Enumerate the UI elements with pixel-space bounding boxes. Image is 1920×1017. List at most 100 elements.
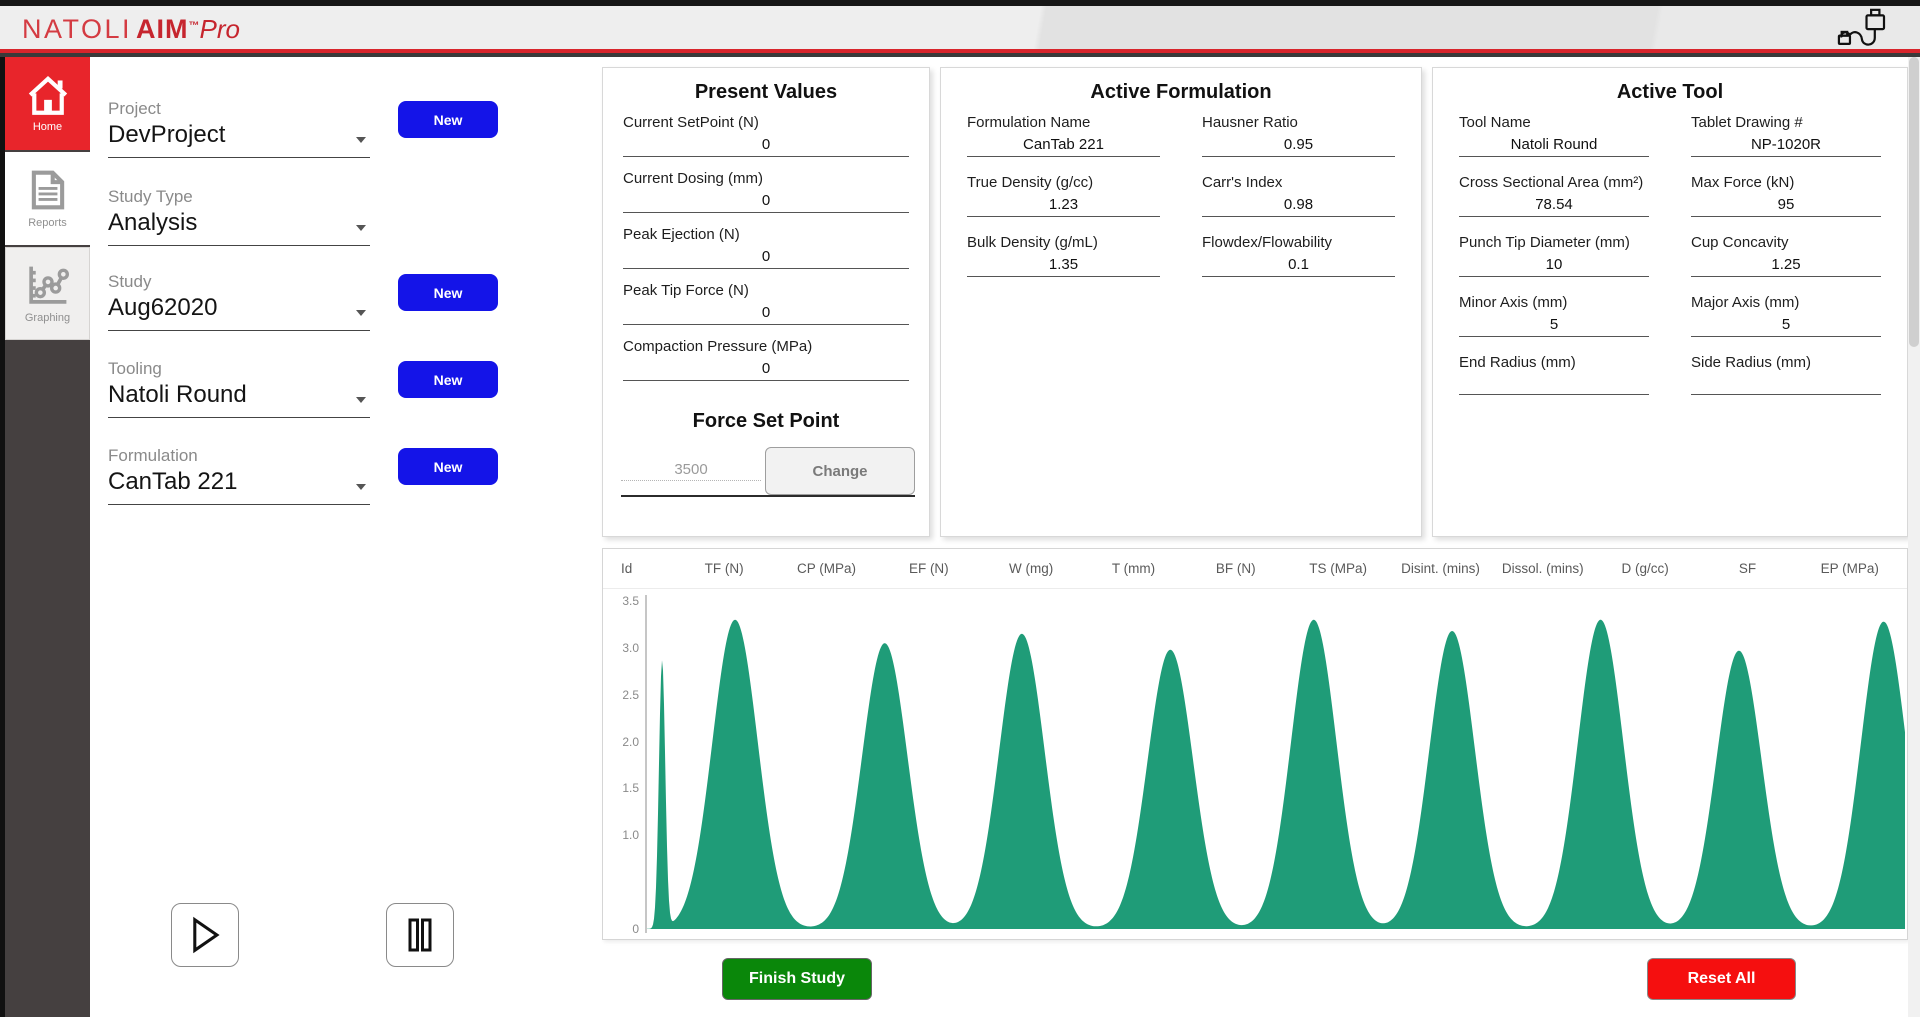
tool-field: Max Force (kN)95: [1691, 174, 1881, 217]
column-header-w-mg[interactable]: W (mg): [980, 561, 1082, 576]
reset-all-button[interactable]: Reset All: [1647, 958, 1796, 1000]
column-header-t-mm[interactable]: T (mm): [1082, 561, 1184, 576]
pause-icon: [405, 916, 435, 954]
column-header-dissol-mins[interactable]: Dissol. (mins): [1492, 561, 1594, 576]
y-tick-label: 0: [603, 922, 639, 936]
logo-trademark: ™: [189, 20, 200, 32]
scrollbar-thumb[interactable]: [1909, 57, 1919, 347]
force-peaks-chart: 3.53.02.52.01.51.00: [603, 589, 1907, 939]
tool-field: Major Axis (mm)5: [1691, 294, 1881, 337]
tool-field-value: 5: [1691, 311, 1881, 337]
present-value-field: Peak Ejection (N)0: [623, 226, 909, 269]
formulation-field: Carr's Index0.98: [1202, 174, 1395, 217]
study-type-field: Study Type Analysis: [108, 187, 370, 246]
tool-field: Side Radius (mm): [1691, 354, 1881, 395]
y-tick-label: 2.0: [603, 735, 639, 749]
project-field: Project DevProject: [108, 99, 370, 158]
tool-field-value: 78.54: [1459, 191, 1649, 217]
column-header-tf-n[interactable]: TF (N): [673, 561, 775, 576]
present-value-field: Compaction Pressure (MPa)0: [623, 338, 909, 381]
formulation-field: Formulation CanTab 221: [108, 446, 370, 505]
play-button[interactable]: [171, 903, 239, 967]
tool-field-label: Minor Axis (mm): [1459, 294, 1649, 311]
formulation-field: Flowdex/Flowability0.1: [1202, 234, 1395, 277]
formulation-field: Bulk Density (g/mL)1.35: [967, 234, 1160, 277]
logo-pro: Pro: [200, 14, 240, 45]
column-header-d-g-cc[interactable]: D (g/cc): [1594, 561, 1696, 576]
force-peaks-series: [647, 620, 1905, 929]
tooling-dropdown[interactable]: Natoli Round: [108, 379, 370, 418]
results-table-header: IdTF (N)CP (MPa)EF (N)W (mg)T (mm)BF (N)…: [603, 549, 1907, 589]
present-value-field-label: Peak Tip Force (N): [623, 282, 909, 299]
tool-field: Tool NameNatoli Round: [1459, 114, 1649, 157]
formulation-field-label: True Density (g/cc): [967, 174, 1160, 191]
column-header-ts-mpa[interactable]: TS (MPa): [1287, 561, 1389, 576]
finish-study-button[interactable]: Finish Study: [722, 958, 872, 1000]
tool-field-label: Side Radius (mm): [1691, 354, 1881, 371]
force-set-point-title: Force Set Point: [603, 394, 929, 447]
present-value-field: Current SetPoint (N)0: [623, 114, 909, 157]
active-tool-title: Active Tool: [1433, 68, 1907, 114]
new-study-button[interactable]: New: [398, 274, 498, 311]
present-values-fields: Current SetPoint (N)0Current Dosing (mm)…: [603, 114, 929, 381]
usb-cable-icon: [1830, 8, 1892, 54]
chevron-down-icon: [356, 225, 366, 231]
app-header: NATOLI AIM ™ Pro: [0, 6, 1920, 49]
present-value-field-label: Peak Ejection (N): [623, 226, 909, 243]
project-label: Project: [108, 99, 370, 119]
tool-field-label: End Radius (mm): [1459, 354, 1649, 371]
sidebar-item-graphing[interactable]: Graphing: [5, 247, 90, 340]
column-header-sf[interactable]: SF: [1696, 561, 1798, 576]
chevron-down-icon: [356, 397, 366, 403]
new-tooling-button[interactable]: New: [398, 361, 498, 398]
tool-field-label: Cup Concavity: [1691, 234, 1881, 251]
new-formulation-button[interactable]: New: [398, 448, 498, 485]
sidebar-item-reports[interactable]: Reports: [5, 152, 90, 245]
y-tick-label: 1.0: [603, 828, 639, 842]
study-type-dropdown[interactable]: Analysis: [108, 207, 370, 246]
column-header-disint-mins[interactable]: Disint. (mins): [1389, 561, 1491, 576]
sidebar-item-label: Reports: [28, 217, 67, 229]
study-value: Aug62020: [108, 294, 217, 321]
reports-document-icon: [26, 168, 70, 212]
column-header-id[interactable]: Id: [609, 561, 673, 576]
tool-field-value: 5: [1459, 311, 1649, 337]
active-formulation-fields: Formulation NameCanTab 221Hausner Ratio0…: [941, 114, 1421, 294]
force-set-point-input[interactable]: 3500: [621, 461, 761, 481]
y-tick-label: 2.5: [603, 688, 639, 702]
study-field: Study Aug62020: [108, 272, 370, 331]
tool-field-label: Tablet Drawing #: [1691, 114, 1881, 131]
formulation-dropdown[interactable]: CanTab 221: [108, 466, 370, 505]
column-header-ep-mpa[interactable]: EP (MPa): [1799, 561, 1901, 576]
sidebar-item-label: Graphing: [25, 312, 70, 324]
logo-aim: AIM: [136, 14, 189, 45]
tool-field: Punch Tip Diameter (mm)10: [1459, 234, 1649, 277]
project-dropdown[interactable]: DevProject: [108, 119, 370, 158]
tool-field-label: Tool Name: [1459, 114, 1649, 131]
formulation-field-value: CanTab 221: [967, 131, 1160, 157]
play-icon: [188, 916, 222, 954]
present-value-field-label: Current SetPoint (N): [623, 114, 909, 131]
formulation-field: Hausner Ratio0.95: [1202, 114, 1395, 157]
column-header-ef-n[interactable]: EF (N): [878, 561, 980, 576]
present-values-title: Present Values: [603, 68, 929, 114]
project-value: DevProject: [108, 121, 225, 148]
present-value-field: Peak Tip Force (N)0: [623, 282, 909, 325]
new-project-button[interactable]: New: [398, 101, 498, 138]
tool-field-value: [1691, 371, 1881, 395]
study-label: Study: [108, 272, 370, 292]
tool-field-value: 95: [1691, 191, 1881, 217]
formulation-label: Formulation: [108, 446, 370, 466]
column-header-bf-n[interactable]: BF (N): [1185, 561, 1287, 576]
change-button[interactable]: Change: [765, 447, 915, 495]
column-header-cp-mpa[interactable]: CP (MPa): [775, 561, 877, 576]
pause-button[interactable]: [386, 903, 454, 967]
formulation-field-value: 0.1: [1202, 251, 1395, 277]
y-tick-label: 1.5: [603, 781, 639, 795]
tooling-label: Tooling: [108, 359, 370, 379]
sidebar-item-home[interactable]: Home: [5, 57, 90, 150]
natoli-aim-pro-logo: NATOLI AIM ™ Pro: [22, 14, 240, 44]
active-formulation-title: Active Formulation: [941, 68, 1421, 114]
study-dropdown[interactable]: Aug62020: [108, 292, 370, 331]
present-value-field-value: 0: [623, 355, 909, 381]
